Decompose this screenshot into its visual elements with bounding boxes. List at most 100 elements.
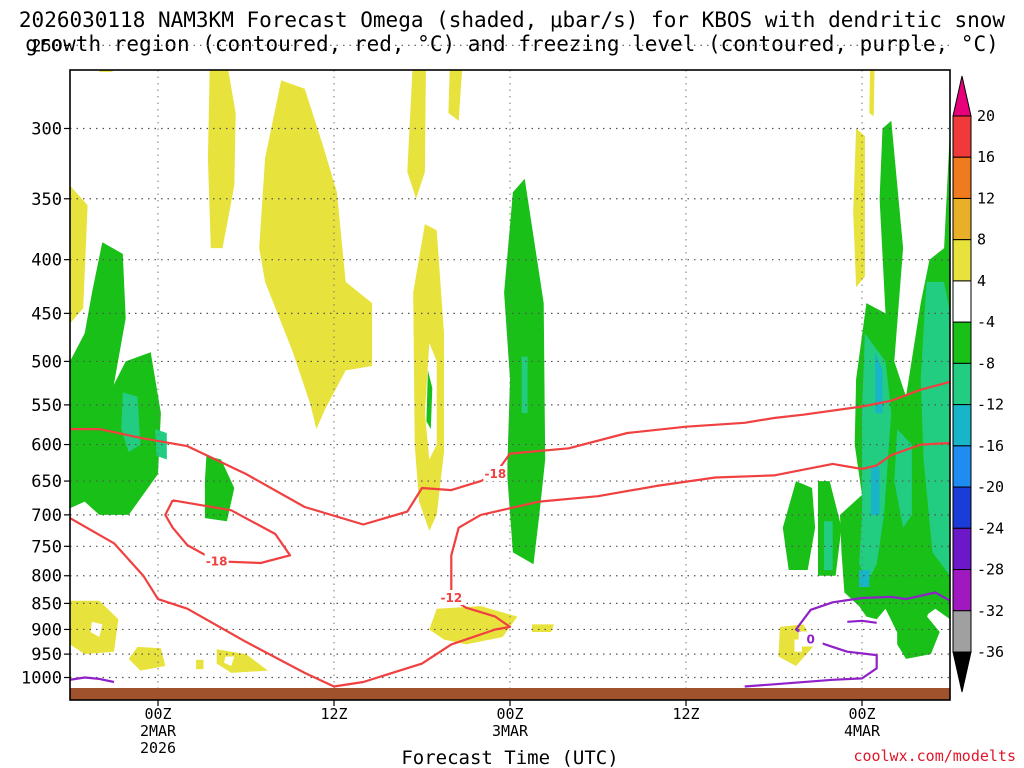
omega-region-32 — [859, 333, 892, 582]
dendritic-contour-label-0: -18 — [484, 467, 506, 481]
omega-region-2 — [207, 70, 236, 249]
ytick-label-950: 950 — [31, 645, 62, 665]
colorbar-bin-7 — [952, 362, 972, 406]
colorbar-bin-5 — [952, 280, 972, 323]
freezing-contour-4 — [70, 676, 115, 684]
ytick-label-400: 400 — [31, 251, 62, 271]
xtick-label-0-2: 2MAR — [140, 722, 177, 740]
freezing-contour-label-bg-3 — [798, 631, 823, 647]
colorbar-bin-14 — [952, 651, 972, 693]
dendritic-contour-label-bg-2 — [204, 553, 229, 569]
colorbar-label-10: -24 — [977, 519, 1004, 537]
colorbar-bin-2 — [952, 156, 972, 199]
source-credit: coolwx.com/modelts — [853, 747, 1016, 765]
colorbar-label-9: -20 — [977, 478, 1004, 496]
colorbar-bin-11 — [952, 527, 972, 571]
ytick-label-900: 900 — [31, 620, 62, 640]
contour-layer: -18 -12 -18 0 — [70, 380, 950, 688]
colorbar-label-0: 20 — [977, 107, 995, 125]
dendritic-contour-2 — [164, 499, 292, 565]
colorbar-bin-13 — [952, 610, 972, 653]
colorbar-bin-1 — [952, 115, 972, 158]
colorbar-label-1: 16 — [977, 148, 995, 166]
ytick-label-300: 300 — [31, 119, 62, 139]
ytick-label-700: 700 — [31, 506, 62, 526]
omega-region-10 — [532, 624, 554, 632]
omega-region-39 — [897, 608, 940, 659]
omega-region-8 — [426, 370, 433, 430]
omega-region-26 — [204, 455, 235, 522]
omega-region-14 — [196, 659, 204, 670]
xtick-label-1-1: 12Z — [320, 705, 347, 723]
ytick-label-650: 650 — [31, 472, 62, 492]
omega-colorbar: 20 16 12 8 4 -4 -8 -12 -16 -20 -24 -28 -32 -36 — [952, 75, 1004, 693]
dendritic-contour-label-2: -18 — [206, 554, 228, 568]
ytick-label-1000: 1000 — [21, 669, 62, 689]
chart-title-line-1: 2026030118 NAM3KM Forecast Omega (shaded… — [19, 8, 1006, 32]
omega-region-35 — [894, 429, 912, 528]
colorbar-bin-8 — [952, 404, 972, 447]
omega-region-5 — [448, 70, 463, 121]
xtick-label-4-2: 4MAR — [844, 722, 881, 740]
omega-region-3 — [259, 80, 373, 430]
ytick-label-850: 850 — [31, 594, 62, 614]
colorbar-label-4: 4 — [977, 272, 986, 290]
omega-region-20 — [869, 70, 875, 117]
dendritic-contour-label-1: -12 — [440, 591, 462, 605]
omega-region-16 — [224, 656, 235, 666]
colorbar-bin-0 — [952, 75, 972, 117]
colorbar-label-3: 8 — [977, 231, 986, 249]
grid-layer — [70, 44, 950, 700]
colorbar-bin-10 — [952, 486, 972, 529]
ytick-label-750: 750 — [31, 537, 62, 557]
colorbar-bin-4 — [952, 239, 972, 282]
omega-region-4 — [407, 70, 426, 199]
colorbar-label-13: -36 — [977, 643, 1004, 661]
ytick-label-600: 600 — [31, 436, 62, 456]
omega-region-25 — [155, 429, 167, 460]
omega-region-29 — [782, 481, 816, 570]
colorbar-label-2: 12 — [977, 189, 995, 207]
colorbar-bin-6 — [952, 321, 972, 364]
omega-region-15 — [216, 649, 268, 673]
ytick-label-800: 800 — [31, 567, 62, 587]
omega-region-28 — [521, 356, 528, 414]
freezing-contour-label-3: 0 — [806, 632, 814, 646]
colorbar-label-8: -16 — [977, 437, 1004, 455]
ytick-label-250: 250 — [31, 36, 62, 56]
xtick-label-3-1: 12Z — [672, 705, 699, 723]
colorbar-label-12: -32 — [977, 602, 1004, 620]
omega-region-36 — [875, 352, 883, 414]
colorbar-label-7: -12 — [977, 396, 1004, 414]
colorbar-bin-12 — [952, 569, 972, 612]
xtick-label-2-1: 00Z — [496, 705, 523, 723]
chart-title-line-2: growth region (contoured, red, °C) and f… — [25, 32, 999, 56]
omega-region-37 — [870, 466, 880, 515]
omega-region-21 — [70, 185, 88, 324]
ytick-label-350: 350 — [31, 190, 62, 210]
omega-region-33 — [920, 281, 950, 576]
omega-region-13 — [128, 646, 166, 671]
colorbar-label-5: -4 — [977, 313, 995, 331]
xtick-label-0-1: 00Z — [144, 705, 171, 723]
x-axis-title: Forecast Time (UTC) — [401, 747, 618, 768]
xtick-label-4-1: 00Z — [848, 705, 875, 723]
omega-region-38 — [859, 570, 870, 587]
colorbar-label-6: -8 — [977, 354, 995, 372]
freezing-contour-5 — [847, 619, 877, 624]
ytick-label-550: 550 — [31, 396, 62, 416]
omega-region-34 — [823, 521, 833, 570]
xtick-label-2-2: 3MAR — [492, 722, 529, 740]
colorbar-bin-3 — [952, 197, 972, 241]
dendritic-contour-label-bg-0 — [483, 465, 508, 481]
ytick-label-500: 500 — [31, 352, 62, 372]
colorbar-bin-9 — [952, 445, 972, 488]
xtick-label-0-3: 2026 — [140, 739, 176, 757]
ytick-label-450: 450 — [31, 304, 62, 324]
ground-layer — [70, 688, 950, 700]
y-axis: 250 300 350 400 450 500 550 600 650 700 750 800 850 9… — [21, 36, 70, 689]
omega-region-22 — [70, 242, 126, 467]
colorbar-label-11: -28 — [977, 561, 1004, 579]
